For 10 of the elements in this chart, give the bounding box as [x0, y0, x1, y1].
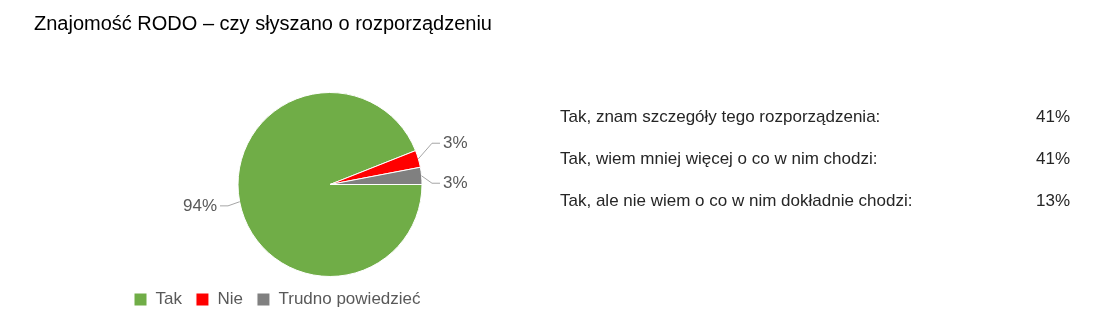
text: Tak, ale nie wiem o co w nim dokładnie chodzi: 13% — [560, 191, 1070, 210]
text: Tak, znam szczegóły tego rozporządzenia: 41% — [560, 107, 1070, 126]
data-label: 3% — [443, 132, 468, 152]
legend-label: Tak — [155, 289, 183, 309]
legend-label: Trudno powiedzieć — [278, 289, 422, 309]
legend-label: Nie — [217, 289, 243, 309]
data-label: 94% — [182, 195, 217, 215]
data-label: 3% — [443, 172, 468, 192]
chart-title: Znajomość RODO – czy słyszano o rozporządzeniu — [34, 12, 492, 35]
text: Tak, wiem mniej więcej o co w nim chodzi: 41% — [560, 149, 1070, 168]
